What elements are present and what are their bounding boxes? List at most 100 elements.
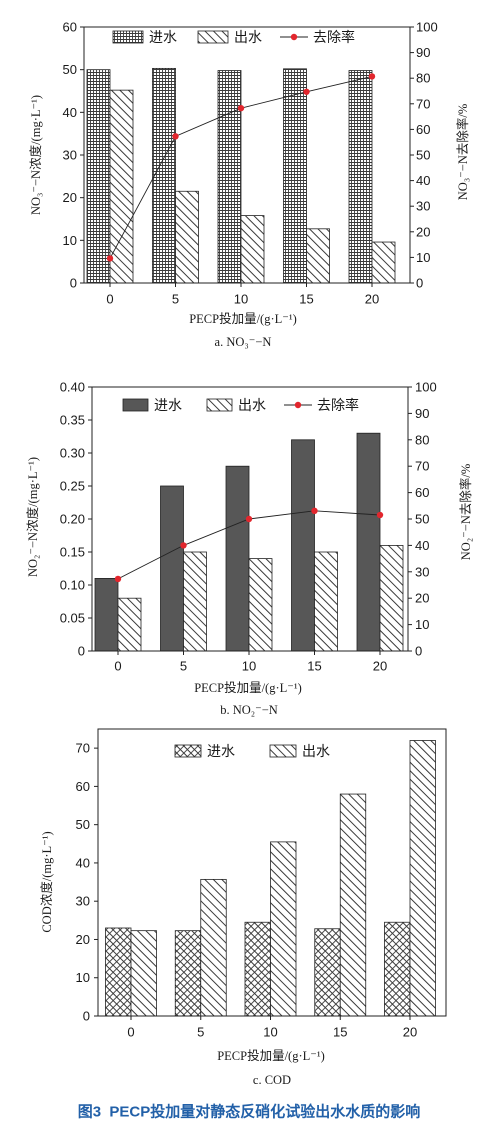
effluent-bar (183, 551, 207, 652)
legend-swatch (206, 398, 233, 412)
influent-bar (174, 930, 202, 1017)
legend-swatch (174, 744, 202, 758)
effluent-bar (379, 545, 404, 652)
y-tick-label: 0.40 (60, 380, 85, 395)
x-tick-label: 10 (242, 659, 256, 674)
legend-swatch (122, 398, 149, 412)
chart-a-nitrate: 0 10 20 30 40 50 60 0 10 20 30 40 50 60 70 80 90 100 0 5 10 1… (28, 20, 470, 350)
y2-tick-label: 0 (416, 276, 423, 291)
influent-bar (105, 927, 132, 1017)
influent-bar (348, 70, 373, 284)
y2-axis-title: NO₂⁻−N去除率/% (458, 464, 473, 560)
y2-tick-label: 90 (416, 45, 430, 60)
y-axis-title: NO₃⁻−N浓度/(mg·L⁻¹) (28, 95, 43, 215)
effluent-bar (270, 841, 297, 1017)
subplot-caption: a. NO₃⁻−N (215, 335, 272, 349)
influent-bar (384, 921, 411, 1017)
removal-rate-point (180, 542, 187, 549)
influent-bar (160, 485, 184, 652)
y-tick-label: 0.35 (60, 413, 85, 428)
x-tick-label: 10 (263, 1025, 277, 1040)
y-axis-title: COD浓度/(mg·L⁻¹) (39, 831, 54, 932)
y-axis-title: NO₂⁻−N浓度/(mg·L⁻¹) (25, 457, 40, 577)
chart-b-nitrite: 0 0.05 0.10 0.15 0.20 0.25 0.30 0.35 0.40 0 10 20 30… (25, 380, 473, 718)
effluent-bar (175, 190, 199, 284)
effluent-bar (109, 89, 134, 284)
y-tick-label: 70 (76, 741, 90, 756)
influent-bar (217, 70, 242, 284)
removal-rate-point (237, 104, 245, 112)
chart-c-cod: 0 10 20 30 40 50 60 70 0 5 10 15 20 COD浓度/(mg·L⁻¹) PEC… (39, 728, 447, 1087)
influent-bar (94, 578, 119, 652)
legend-label: 出水 (234, 29, 262, 45)
removal-rate-point (245, 515, 253, 523)
y-tick-label: 30 (63, 148, 77, 163)
y-tick-label: 0 (70, 276, 77, 291)
removal-rate-point (172, 133, 179, 140)
y2-tick-label: 80 (416, 71, 430, 86)
influent-bar (152, 67, 176, 284)
y-tick-label: 10 (63, 233, 77, 248)
influent-bar (283, 68, 307, 284)
legend-label: 进水 (149, 29, 177, 45)
legend-label: 进水 (207, 743, 235, 759)
legend-label: 出水 (238, 397, 266, 413)
y-tick-label: 0.10 (60, 578, 85, 593)
subplot-caption: c. COD (253, 1073, 291, 1087)
effluent-bar (409, 740, 436, 1017)
x-tick-label: 0 (127, 1025, 134, 1040)
y2-tick-label: 40 (416, 173, 430, 188)
y2-tick-label: 80 (415, 432, 429, 447)
x-tick-label: 10 (234, 292, 248, 307)
x-tick-label: 5 (180, 659, 187, 674)
x-tick-label: 20 (365, 292, 379, 307)
x-tick-label: 15 (307, 659, 321, 674)
legend-label: 出水 (302, 743, 330, 759)
legend-swatch (112, 30, 144, 44)
effluent-bar (339, 793, 367, 1017)
figure-caption: 图3 PECP投加量对静态反硝化试验出水水质的影响 (78, 1103, 421, 1121)
y-tick-label: 40 (63, 105, 77, 120)
influent-bar (314, 928, 341, 1017)
effluent-bar (371, 241, 396, 284)
legend-marker-swatch (294, 401, 302, 409)
effluent-bar (314, 551, 338, 652)
influent-bar (244, 921, 271, 1017)
x-axis-title: PECP投加量/(g·L⁻¹) (217, 1048, 325, 1063)
removal-rate-point (303, 88, 310, 95)
y-tick-label: 60 (63, 20, 77, 35)
influent-bar (86, 69, 111, 284)
y-tick-label: 20 (76, 932, 90, 947)
effluent-bar (248, 558, 273, 652)
y-tick-label: 40 (76, 855, 90, 870)
y2-axis-title: NO₃⁻−N去除率/% (455, 104, 470, 200)
y2-tick-label: 20 (416, 224, 430, 239)
y2-tick-label: 10 (415, 617, 429, 632)
effluent-bar (240, 215, 265, 284)
y-tick-label: 0.30 (60, 446, 85, 461)
x-tick-label: 20 (373, 659, 387, 674)
plot-frame (97, 728, 447, 1017)
y-tick-label: 0.05 (60, 611, 85, 626)
y-tick-label: 50 (63, 62, 77, 77)
legend-label: 去除率 (313, 29, 355, 45)
influent-bar (225, 465, 250, 652)
x-tick-label: 15 (299, 292, 313, 307)
y2-tick-label: 70 (416, 96, 430, 111)
influent-bar (356, 432, 381, 652)
y2-tick-label: 20 (415, 591, 429, 606)
y2-tick-label: 50 (416, 148, 430, 163)
y-tick-label: 10 (76, 970, 90, 985)
y2-tick-label: 90 (415, 406, 429, 421)
y-tick-label: 0 (78, 644, 85, 659)
removal-rate-point (376, 511, 384, 519)
y2-tick-label: 100 (416, 20, 438, 35)
y2-tick-label: 100 (415, 380, 437, 395)
y2-tick-label: 40 (415, 538, 429, 553)
influent-bar (291, 439, 315, 652)
effluent-bar (130, 930, 157, 1017)
effluent-bar (117, 597, 142, 652)
legend-label: 去除率 (317, 397, 359, 413)
y2-tick-label: 50 (415, 512, 429, 527)
